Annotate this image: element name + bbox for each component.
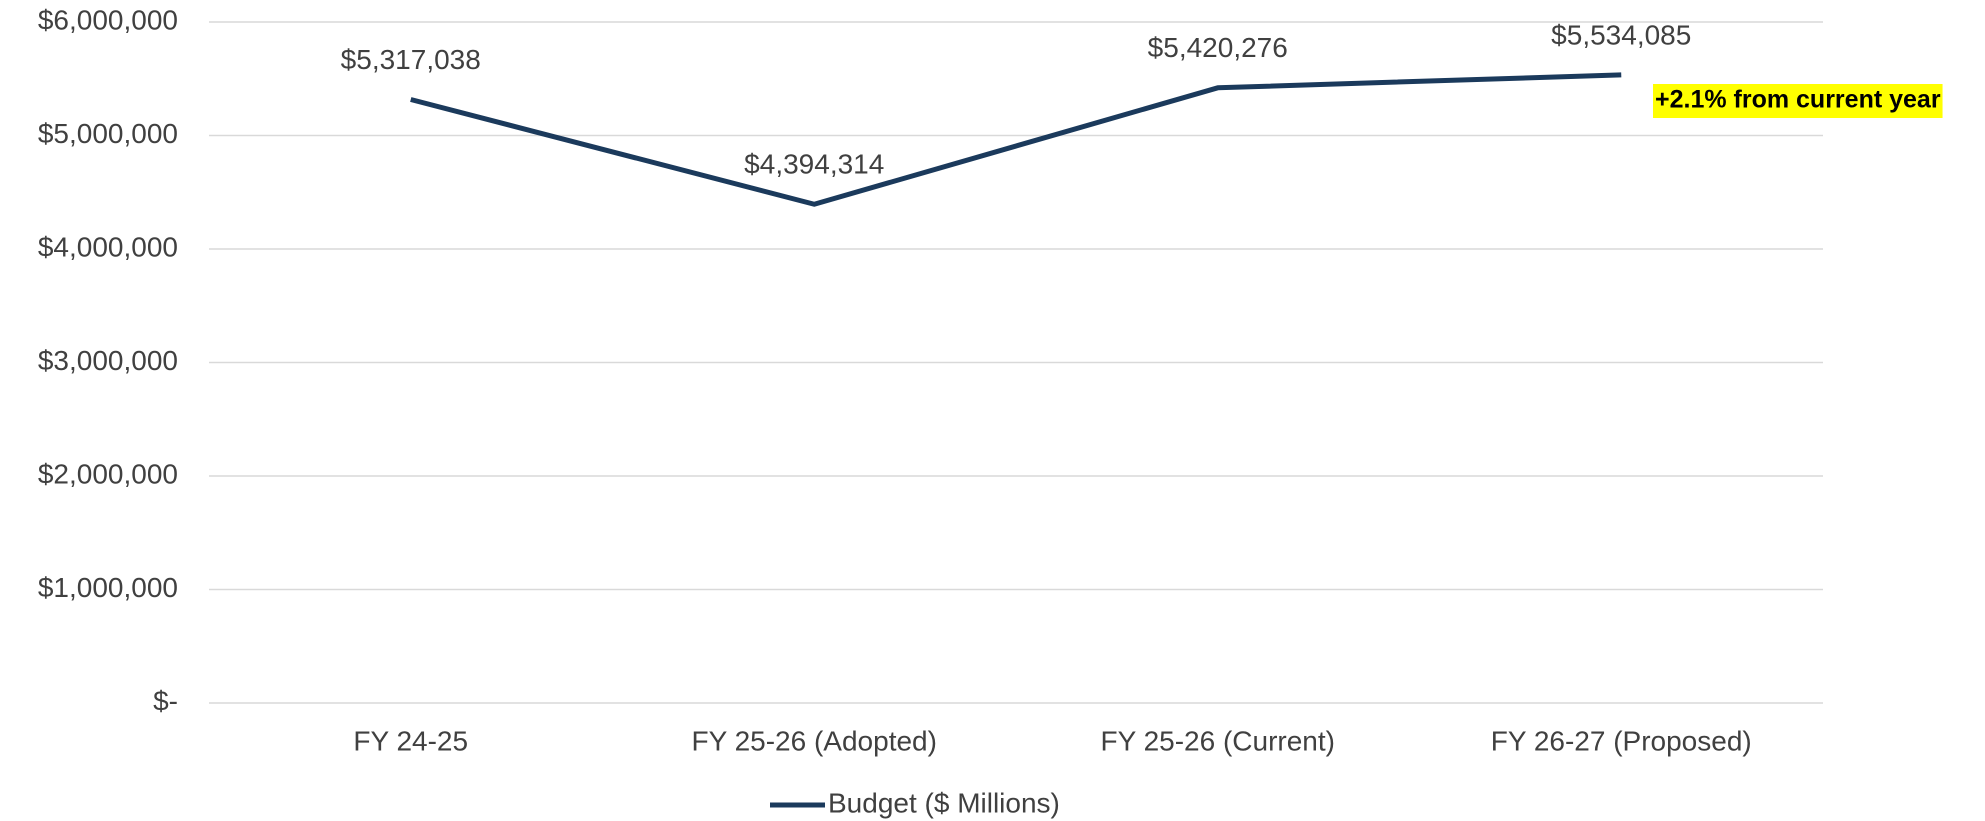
legend-label: Budget ($ Millions) (828, 787, 1060, 818)
data-label: $5,420,276 (1148, 32, 1288, 63)
x-tick-label: FY 25-26 (Adopted) (692, 725, 937, 756)
annotation: +2.1% from current year (1655, 86, 1941, 114)
y-tick-label: $2,000,000 (38, 458, 178, 489)
data-label: $5,534,085 (1551, 19, 1691, 50)
annotation-highlight (1653, 84, 1943, 118)
x-tick-label: FY 25-26 (Current) (1101, 725, 1335, 756)
data-label: $4,394,314 (744, 149, 884, 180)
y-tick-label: $4,000,000 (38, 231, 178, 262)
y-tick-label: $6,000,000 (38, 4, 178, 35)
y-tick-label: $1,000,000 (38, 572, 178, 603)
y-tick-label: $- (153, 685, 178, 716)
y-tick-label: $3,000,000 (38, 345, 178, 376)
x-tick-label: FY 24-25 (353, 725, 468, 756)
data-line (410, 72, 1622, 207)
y-tick-label: $5,000,000 (38, 118, 178, 149)
data-label: $5,317,038 (341, 44, 481, 75)
x-tick-label: FY 26-27 (Proposed) (1491, 725, 1752, 756)
